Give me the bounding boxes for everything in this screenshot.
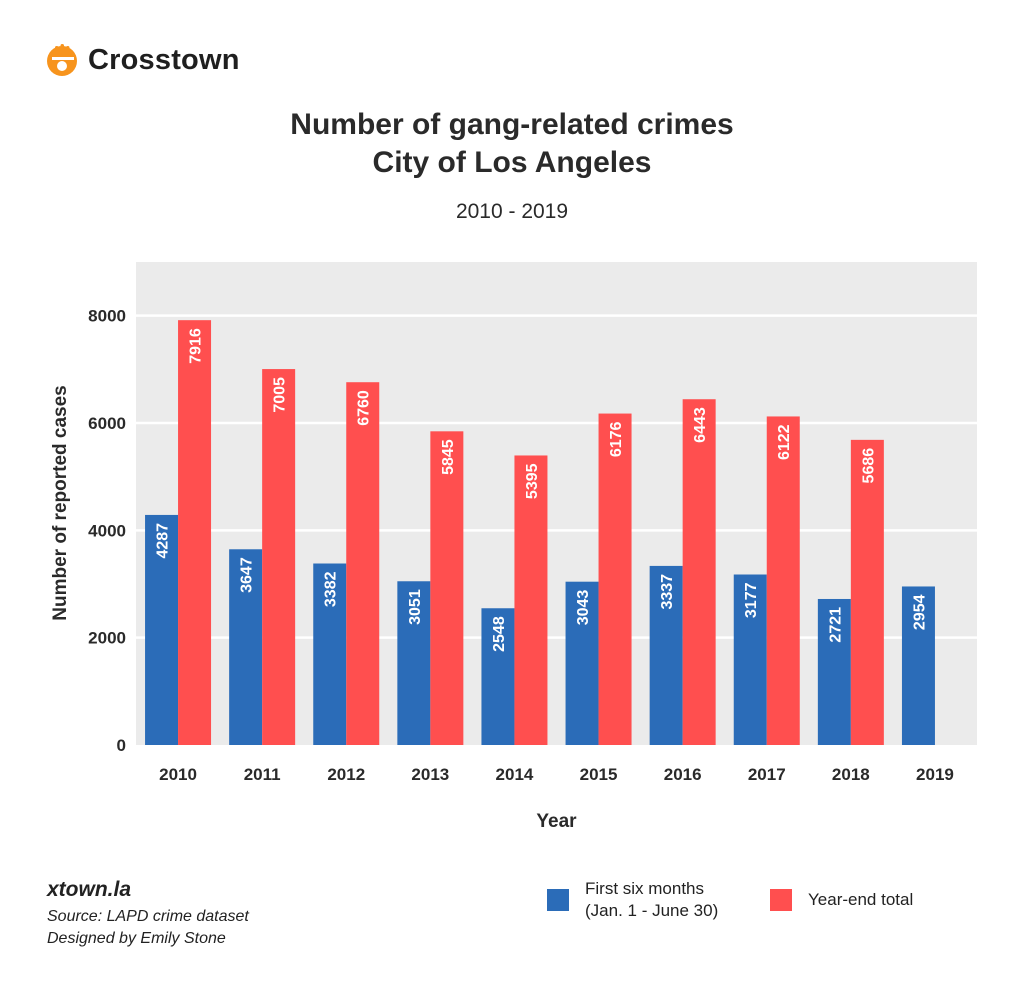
bar [565, 581, 599, 745]
bar [178, 320, 212, 745]
y-tick-label: 0 [117, 736, 126, 755]
bar [145, 514, 179, 745]
bar-data-label: 2954 [911, 594, 928, 630]
chart-title-line2: City of Los Angeles [372, 146, 652, 179]
brand-name: Crosstown [88, 43, 240, 76]
bar [229, 549, 263, 745]
bar [262, 369, 296, 745]
bar-data-label: 3043 [575, 590, 592, 626]
x-tick-label: 2013 [411, 765, 449, 784]
bar-data-label: 4287 [155, 523, 172, 559]
legend-label-first-half-line1: First six months [585, 879, 705, 898]
bar [766, 416, 800, 745]
y-tick-label: 4000 [88, 521, 126, 540]
x-tick-label: 2010 [159, 765, 197, 784]
bar-data-label: 2548 [491, 616, 508, 652]
y-tick-label: 8000 [88, 307, 126, 326]
bar [733, 574, 767, 745]
bar [649, 565, 683, 745]
footer-designer: Designed by Emily Stone [47, 930, 226, 947]
bar [598, 413, 632, 745]
bar-data-label: 5845 [440, 439, 457, 475]
y-tick-label: 2000 [88, 629, 126, 648]
bar [901, 586, 935, 745]
bar [817, 598, 851, 745]
x-tick-label: 2011 [244, 765, 281, 784]
bar-data-label: 2721 [827, 607, 844, 643]
bar-data-label: 7005 [272, 377, 289, 413]
legend-swatch-year-end [770, 889, 792, 911]
chart-subtitle: 2010 - 2019 [455, 200, 569, 223]
x-tick-label: 2016 [664, 765, 702, 784]
x-tick-label: 2014 [496, 765, 534, 784]
bar-data-label: 6443 [692, 407, 709, 443]
bar [481, 608, 515, 745]
x-tick-label: 2017 [748, 765, 786, 784]
bar [850, 439, 884, 745]
bar-data-label: 6760 [356, 390, 373, 426]
bar [430, 431, 464, 745]
x-axis-title: Year [536, 811, 577, 832]
bar [682, 399, 716, 745]
bar-data-label: 3647 [239, 557, 256, 593]
bar [313, 563, 347, 745]
bar [514, 455, 548, 745]
footer-source: Source: LAPD crime dataset [47, 908, 249, 925]
x-tick-label: 2012 [327, 765, 365, 784]
legend-label-year-end: Year-end total [808, 890, 914, 909]
y-axis-title: Number of reported cases [50, 385, 71, 620]
legend-swatch-first-half [547, 889, 569, 911]
bar-data-label: 5395 [524, 463, 541, 499]
bar-data-label: 3051 [407, 589, 424, 625]
footer-site: xtown.la [47, 878, 132, 901]
chart-title-line1: Number of gang-related crimes [290, 108, 734, 141]
x-tick-label: 2019 [916, 765, 954, 784]
bar-data-label: 3382 [323, 571, 340, 607]
bar-data-label: 7916 [188, 328, 205, 364]
bar [346, 382, 380, 745]
bar-data-label: 6122 [776, 424, 793, 460]
bar-data-label: 5686 [860, 448, 877, 484]
bar-data-label: 6176 [608, 421, 625, 457]
bar-data-label: 3337 [659, 574, 676, 610]
bar [397, 581, 431, 745]
legend-label-first-half-line2: (Jan. 1 - June 30) [585, 901, 719, 920]
y-tick-label: 6000 [88, 414, 126, 433]
crosstown-logo: Crosstown [44, 42, 240, 78]
x-tick-label: 2018 [832, 765, 870, 784]
bar-data-label: 3177 [743, 582, 760, 618]
x-tick-label: 2015 [580, 765, 618, 784]
crosstown-logo-icon [47, 44, 77, 76]
